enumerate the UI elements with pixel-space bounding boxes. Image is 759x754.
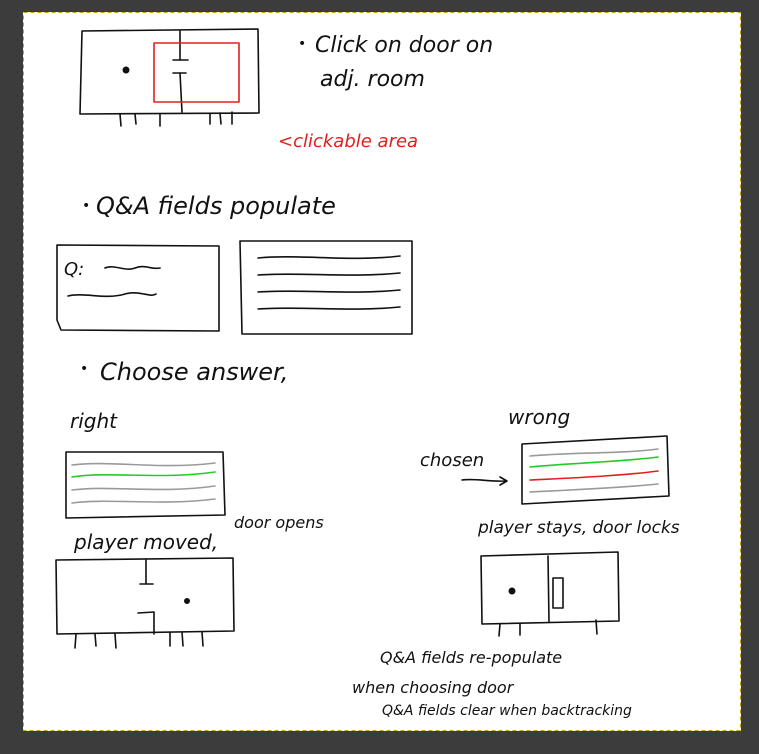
step2-label: Q&A fields populate — [96, 192, 336, 220]
chosen-label: chosen — [420, 450, 484, 471]
player-moved-label: player moved, — [73, 530, 218, 554]
wrong-answer-box — [521, 435, 670, 505]
step1-line1: Click on door on — [315, 33, 493, 58]
room-sketch-top — [79, 28, 260, 127]
player-dot-stays — [508, 587, 516, 595]
bullet-step1: • — [298, 36, 306, 52]
right-answer-box — [65, 451, 226, 519]
room-sketch-stays — [480, 551, 620, 637]
bullet-step3: • — [80, 361, 88, 377]
clear-line: Q&A fields clear when backtracking — [382, 703, 632, 719]
wrong-label: wrong — [508, 405, 570, 429]
paper — [23, 12, 741, 731]
q-label: Q: — [64, 259, 84, 280]
player-stays-label: player stays, door locks — [477, 518, 680, 538]
repopulate-line1: Q&A fields re-populate — [380, 648, 562, 667]
answers-box — [239, 240, 413, 335]
repopulate-line2: when choosing door — [352, 678, 515, 697]
paper-dashed-border — [23, 12, 741, 731]
step3-label: Choose answer, — [100, 358, 288, 386]
clickable-area-box — [153, 42, 240, 103]
right-label: right — [70, 409, 118, 433]
room-sketch-moved — [55, 557, 235, 649]
door-opens-label: door opens — [234, 513, 324, 532]
question-box — [56, 244, 220, 332]
player-dot-moved — [184, 598, 190, 604]
player-dot-top — [122, 66, 130, 74]
step1-line2: adj. room — [320, 67, 425, 92]
bullet-step2: • — [82, 198, 90, 214]
chosen-arrow — [461, 476, 508, 486]
clickable-area-label: <clickable area — [278, 131, 418, 152]
